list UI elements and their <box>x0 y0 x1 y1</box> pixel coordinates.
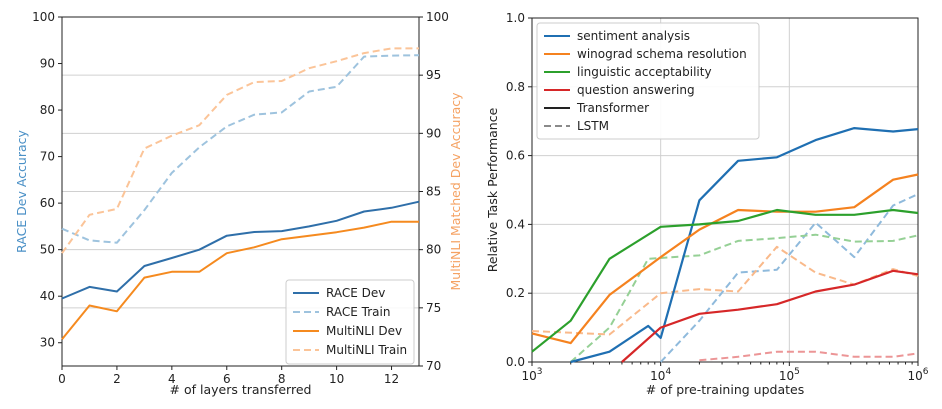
x-tick-label: 6 <box>223 372 231 386</box>
y-axis-label: RACE Dev Accuracy <box>14 129 29 252</box>
y2-axis-label: MultiNLI Matched Dev Accuracy <box>448 92 463 291</box>
x-tick-label: 106 <box>907 367 928 383</box>
x-tick-label: 8 <box>278 372 286 386</box>
plot-frame <box>531 17 919 363</box>
left-chart: 0 2 4 6 8 10 12 30 40 50 60 70 80 90 100 70 75 80 85 90 95 10… <box>14 10 463 397</box>
y-tick-label: 40 <box>40 289 55 303</box>
y-tick-label: 0.4 <box>506 217 525 231</box>
x-tick-label: 2 <box>113 372 121 386</box>
legend-label: question answering <box>577 83 695 97</box>
series-line <box>531 173 919 345</box>
y-tick-label: 60 <box>40 196 55 210</box>
series-line <box>61 220 419 340</box>
y-tick-label: 0.0 <box>506 355 525 369</box>
x-tick-label: 104 <box>650 367 671 383</box>
y-tick-label: 30 <box>40 336 55 350</box>
series-line <box>621 269 919 363</box>
legend-label: MultiNLI Train <box>326 343 407 357</box>
x-tick-label: 4 <box>168 372 176 386</box>
y2-tick-label: 100 <box>426 10 449 24</box>
series-line <box>531 208 919 353</box>
legend-label: sentiment analysis <box>577 29 690 43</box>
y-tick-label: 1.0 <box>506 11 525 25</box>
right-chart: 103 104 105 106 0.0 0.2 0.4 0.6 0.8 1.0 # of pre-t… <box>485 11 929 397</box>
legend-box <box>285 279 415 365</box>
y-tick-label: 70 <box>40 150 55 164</box>
y-axis-label: Relative Task Performance <box>485 107 500 272</box>
y2-tick-label: 90 <box>426 126 441 140</box>
legend-label: LSTM <box>577 119 609 133</box>
x-tick-label: 105 <box>779 367 800 383</box>
y-tick-label: 0.2 <box>506 286 525 300</box>
y2-tick-label: 75 <box>426 301 441 315</box>
y2-tick-label: 80 <box>426 243 441 257</box>
legend-label: linguistic acceptability <box>577 65 712 79</box>
x-tick-label: 0 <box>58 372 66 386</box>
y-tick-label: 0.6 <box>506 149 525 163</box>
series-line <box>61 54 420 244</box>
series-line <box>61 200 420 300</box>
y-tick-label: 90 <box>40 57 55 71</box>
x-axis-label: # of pre-training updates <box>646 382 804 397</box>
series-line <box>570 127 919 364</box>
legend-label: Transformer <box>576 101 649 115</box>
x-tick-label: 12 <box>384 372 399 386</box>
legend-box <box>536 22 760 140</box>
y-tick-label: 100 <box>32 10 55 24</box>
series-line <box>61 47 419 254</box>
x-tick-label: 10 <box>329 372 344 386</box>
x-tick-label: 103 <box>521 367 542 383</box>
y2-tick-label: 70 <box>426 359 441 373</box>
legend-label: RACE Train <box>326 305 390 319</box>
legend-label: MultiNLI Dev <box>326 324 402 338</box>
legend-label: winograd schema resolution <box>577 47 747 61</box>
y-tick-label: 0.8 <box>506 80 525 94</box>
series-line <box>570 233 919 363</box>
legend-label: RACE Dev <box>326 286 385 300</box>
y-tick-label: 80 <box>40 103 55 117</box>
y2-tick-label: 95 <box>426 68 441 82</box>
y2-tick-label: 85 <box>426 185 441 199</box>
y-tick-label: 50 <box>40 243 55 257</box>
x-axis-label: # of layers transferred <box>170 382 312 397</box>
series-line <box>699 350 919 362</box>
